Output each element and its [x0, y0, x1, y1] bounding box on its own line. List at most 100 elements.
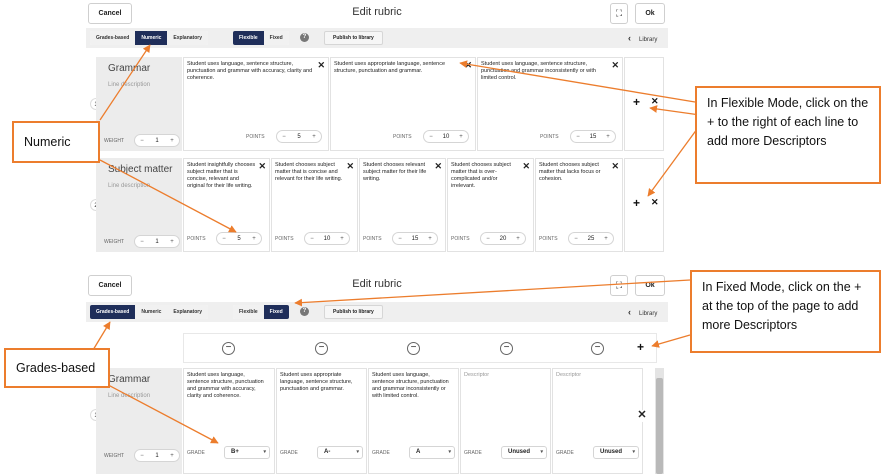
points-value[interactable]: 15 [589, 133, 597, 140]
points-value[interactable]: 10 [323, 235, 331, 242]
descriptor-placeholder[interactable]: Descriptor [556, 372, 582, 378]
publish-library-button[interactable]: Publish to library [324, 305, 383, 319]
decrement-icon[interactable]: − [574, 235, 578, 242]
remove-descriptor-icon[interactable]: ✕ [611, 161, 619, 171]
mode-explanatory[interactable]: Explanatory [167, 31, 208, 45]
weight-stepper[interactable]: − 1 + [134, 449, 180, 462]
points-value[interactable]: 10 [442, 133, 450, 140]
points-value[interactable]: 20 [499, 235, 507, 242]
grade-select[interactable]: Unused ▾ [593, 446, 639, 459]
decrement-icon[interactable]: − [140, 238, 144, 245]
descriptor-text[interactable]: Student uses appropriate language, sente… [334, 61, 445, 74]
increment-icon[interactable]: + [312, 133, 316, 140]
descriptor-text[interactable]: Student chooses subject matter that is c… [275, 162, 343, 182]
line-description[interactable]: Line description [108, 393, 151, 399]
ok-button[interactable]: Ok [635, 3, 665, 24]
cancel-button[interactable]: Cancel [88, 275, 132, 296]
decrement-icon[interactable]: − [310, 235, 314, 242]
points-value[interactable]: 25 [587, 235, 595, 242]
descriptor-cell[interactable]: Student uses language, sentence structur… [183, 368, 275, 474]
increment-icon[interactable]: + [170, 238, 174, 245]
points-value[interactable]: 5 [297, 133, 301, 140]
layout-fixed[interactable]: Fixed [263, 31, 289, 45]
descriptor-text[interactable]: Student uses language, sentence structur… [372, 372, 449, 399]
decrement-icon[interactable]: − [576, 133, 580, 140]
points-stepper[interactable]: − 5 + [216, 232, 262, 245]
descriptor-text[interactable]: Student chooses subject matter that lack… [539, 162, 601, 182]
descriptor-cell[interactable]: Student uses appropriate language, sente… [276, 368, 367, 474]
cancel-button[interactable]: Cancel [88, 3, 132, 24]
remove-row-icon[interactable]: ✕ [636, 409, 648, 422]
weight-value[interactable]: 1 [155, 238, 159, 245]
decrement-icon[interactable]: − [222, 235, 226, 242]
remove-descriptor-icon[interactable]: ✕ [464, 60, 472, 70]
decrement-icon[interactable]: − [398, 235, 402, 242]
descriptor-text[interactable]: Student uses language, sentence structur… [187, 61, 313, 81]
descriptor-text[interactable]: Student chooses subject matter that is o… [451, 162, 511, 189]
publish-library-button[interactable]: Publish to library [324, 31, 383, 45]
decrement-icon[interactable]: − [282, 133, 286, 140]
help-icon[interactable]: ? [300, 33, 309, 42]
remove-column-icon[interactable]: − [591, 342, 604, 355]
descriptor-placeholder[interactable]: Descriptor [464, 372, 490, 378]
remove-descriptor-icon[interactable]: ✕ [434, 161, 442, 171]
descriptor-text[interactable]: Student uses language, sentence structur… [187, 372, 264, 399]
criterion-cell[interactable]: Subject matter Line description WEIGHT −… [96, 158, 182, 252]
descriptor-cell[interactable]: Descriptor GRADE Unused ▾ [460, 368, 551, 474]
grade-select[interactable]: B+ ▾ [224, 446, 270, 459]
points-stepper[interactable]: − 10 + [423, 130, 469, 143]
line-description[interactable]: Line description [108, 82, 151, 88]
layout-flexible[interactable]: Flexible [233, 31, 264, 45]
decrement-icon[interactable]: − [140, 137, 144, 144]
decrement-icon[interactable]: − [429, 133, 433, 140]
add-column-icon[interactable]: + [637, 340, 645, 354]
descriptor-cell[interactable]: Descriptor GRADE Unused ▾ [552, 368, 643, 474]
increment-icon[interactable]: + [516, 235, 520, 242]
increment-icon[interactable]: + [606, 133, 610, 140]
remove-row-icon[interactable]: ✕ [651, 96, 659, 106]
mode-grades-based[interactable]: Grades-based [90, 31, 136, 45]
mode-numeric[interactable]: Numeric [135, 31, 168, 45]
increment-icon[interactable]: + [604, 235, 608, 242]
points-stepper[interactable]: − 20 + [480, 232, 526, 245]
decrement-icon[interactable]: − [140, 452, 144, 459]
help-icon[interactable]: ? [300, 307, 309, 316]
add-descriptor-icon[interactable]: + [633, 95, 641, 109]
library-toggle[interactable]: ‹ Library [628, 31, 657, 45]
weight-stepper[interactable]: − 1 + [134, 134, 180, 147]
fullscreen-icon[interactable]: ⛶ [610, 275, 628, 296]
remove-column-icon[interactable]: − [315, 342, 328, 355]
criterion-name[interactable]: Grammar [108, 63, 151, 74]
mode-grades-based[interactable]: Grades-based [90, 305, 136, 319]
increment-icon[interactable]: + [459, 133, 463, 140]
remove-descriptor-icon[interactable]: ✕ [258, 161, 266, 171]
ok-button[interactable]: Ok [635, 275, 665, 296]
weight-value[interactable]: 1 [155, 137, 159, 144]
scrollbar-thumb[interactable] [656, 378, 663, 474]
points-stepper[interactable]: − 5 + [276, 130, 322, 143]
layout-fixed[interactable]: Fixed [263, 305, 289, 319]
remove-descriptor-icon[interactable]: ✕ [611, 60, 619, 70]
descriptor-cell[interactable]: Student chooses subject matter that is o… [447, 158, 534, 252]
decrement-icon[interactable]: − [486, 235, 490, 242]
remove-column-icon[interactable]: − [407, 342, 420, 355]
increment-icon[interactable]: + [170, 137, 174, 144]
library-toggle[interactable]: ‹ Library [628, 305, 657, 319]
mode-explanatory[interactable]: Explanatory [167, 305, 208, 319]
descriptor-text[interactable]: Student uses appropriate language, sente… [280, 372, 353, 392]
descriptor-cell[interactable]: Student uses language, sentence structur… [183, 57, 329, 151]
points-stepper[interactable]: − 15 + [570, 130, 616, 143]
descriptor-cell[interactable]: Student chooses subject matter that lack… [535, 158, 623, 252]
descriptor-cell[interactable]: Student chooses subject matter that is c… [271, 158, 358, 252]
points-stepper[interactable]: − 10 + [304, 232, 350, 245]
mode-numeric[interactable]: Numeric [135, 305, 168, 319]
points-value[interactable]: 5 [237, 235, 241, 242]
descriptor-text[interactable]: Student chooses relevant subject matter … [363, 162, 427, 182]
grade-select[interactable]: A ▾ [409, 446, 455, 459]
descriptor-cell[interactable]: Student insightfully chooses subject mat… [183, 158, 270, 252]
remove-column-icon[interactable]: − [222, 342, 235, 355]
remove-descriptor-icon[interactable]: ✕ [346, 161, 354, 171]
descriptor-cell[interactable]: Student uses language, sentence structur… [368, 368, 459, 474]
increment-icon[interactable]: + [170, 452, 174, 459]
increment-icon[interactable]: + [340, 235, 344, 242]
